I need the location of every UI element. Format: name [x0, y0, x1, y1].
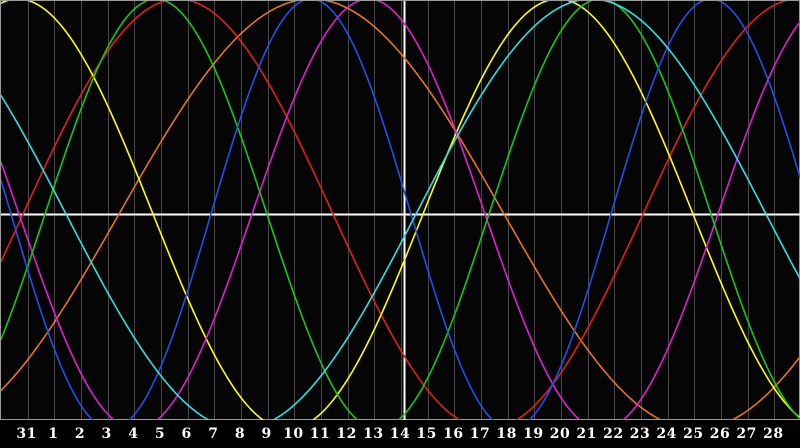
x-tick-label: 16 [443, 426, 464, 442]
x-tick-label: 1 [48, 426, 59, 442]
x-tick-label: 5 [154, 426, 166, 442]
x-tick-label: 8 [234, 426, 246, 442]
x-tick-label: 19 [523, 426, 544, 442]
x-tick-label: 15 [416, 426, 437, 442]
curve-red [1, 1, 788, 421]
x-tick-label: 10 [283, 426, 304, 442]
curve-series [1, 1, 800, 421]
x-tick-label: 21 [576, 426, 597, 442]
x-tick-label: 24 [656, 426, 677, 442]
curve-green [1, 1, 800, 421]
x-tick-label: 18 [496, 426, 517, 442]
x-tick-label: 13 [363, 426, 384, 442]
x-tick-label: 28 [763, 426, 784, 442]
curve-cyan [1, 1, 800, 421]
x-tick-label: 27 [736, 426, 757, 442]
x-tick-label: 12 [336, 426, 357, 442]
plot-svg [1, 1, 800, 421]
curve-magenta [1, 1, 800, 421]
x-tick-label: 3 [101, 426, 112, 442]
x-tick-label: 26 [709, 426, 731, 442]
x-axis-labels: 31 1 2 3 4 5 6 7 8 9 10 11 12 13 14 15 16 17 18 19 20 21 22 23 2… [0, 420, 800, 448]
x-tick-label: 20 [549, 426, 571, 442]
x-tick-label: 11 [309, 426, 331, 442]
gridlines [28, 1, 775, 421]
x-tick-label: 25 [683, 426, 704, 442]
x-tick-label: 17 [469, 426, 491, 442]
x-tick-label: 2 [74, 426, 86, 442]
curve-yellow [1, 1, 800, 421]
x-tick-label: 7 [208, 426, 219, 442]
plot-area[interactable] [0, 0, 800, 421]
x-tick-label: 23 [629, 426, 651, 442]
curve-orange [1, 1, 800, 421]
x-tick-label: 14 [389, 426, 411, 442]
x-tick-label: 6 [181, 426, 192, 442]
x-tick-label: 4 [128, 426, 139, 442]
crosshair [1, 1, 800, 421]
x-tick-label: 31 [16, 426, 37, 442]
x-tick-label: 9 [261, 426, 272, 442]
x-tick-label: 22 [603, 426, 624, 442]
